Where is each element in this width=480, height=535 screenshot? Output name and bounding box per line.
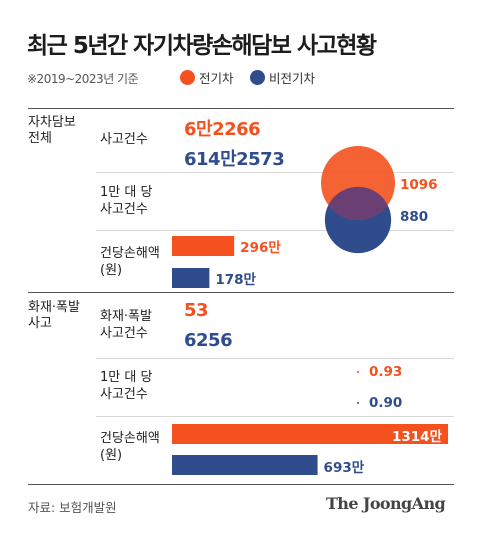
- point-ev-fire-per10k: [357, 371, 359, 373]
- section-label-all: 자차담보 전체: [28, 115, 76, 146]
- bar-nonev-fire-loss: [172, 455, 318, 475]
- row-label-fire-accidents: 화재·폭발 사고건수: [100, 309, 152, 341]
- label-ev-loss: 296만: [240, 240, 281, 256]
- chart-title: 최근 5년간 자기차량손해담보 사고현황: [27, 33, 377, 59]
- value-ev-fire: 53: [184, 300, 209, 321]
- section-rule: [28, 292, 454, 293]
- bar-nonev-loss: [172, 268, 210, 288]
- row-label-fire-loss: 건당손해액 (원): [100, 431, 160, 463]
- legend-nonev: 비전기차: [250, 68, 315, 87]
- label-nonev-fire-per10k: 0.90: [369, 395, 403, 411]
- bar-ev-fire-loss: [172, 424, 448, 444]
- label-ev-fire-per10k: 0.93: [369, 364, 403, 380]
- value-nonev-fire: 6256: [184, 330, 233, 351]
- divider: [96, 172, 454, 173]
- legend-nonev-swatch: [250, 70, 265, 85]
- top-rule: [28, 108, 454, 109]
- divider: [96, 230, 454, 231]
- bar-ev-loss: [172, 236, 235, 256]
- circle-overlap: [324, 186, 392, 220]
- label-ev-fire-loss: 1314만: [392, 429, 442, 445]
- point-nonev-fire-per10k: [357, 402, 359, 404]
- legend-nonev-label: 비전기차: [269, 71, 316, 86]
- label-ev-per10k: 1096: [400, 177, 438, 193]
- label-nonev-loss: 178만: [215, 272, 256, 288]
- label-nonev-per10k: 880: [400, 209, 429, 225]
- row-label-per10k: 1만 대 당 사고건수: [100, 185, 153, 217]
- value-ev-accidents: 6만2266: [184, 119, 261, 140]
- divider: [96, 416, 454, 417]
- brand-logo: The JoongAng: [326, 494, 446, 513]
- legend-ev-label: 전기차: [199, 71, 234, 86]
- legend-ev-swatch: [180, 70, 195, 85]
- source-note: 자료: 보험개발원: [28, 500, 117, 515]
- value-nonev-accidents: 614만2573: [184, 149, 285, 170]
- row-label-accidents: 사고건수: [100, 132, 148, 147]
- row-label-loss: 건당손해액 (원): [100, 246, 160, 278]
- divider: [96, 358, 454, 359]
- label-nonev-fire-loss: 693만: [323, 460, 365, 476]
- row-label-fire-per10k: 1만 대 당 사고건수: [100, 370, 153, 402]
- legend-ev: 전기차: [180, 68, 234, 87]
- chart-subtitle: ※2019~2023년 기준: [27, 72, 139, 86]
- bottom-rule: [28, 484, 454, 485]
- section-label-fire: 화재·폭발 사고: [28, 300, 80, 331]
